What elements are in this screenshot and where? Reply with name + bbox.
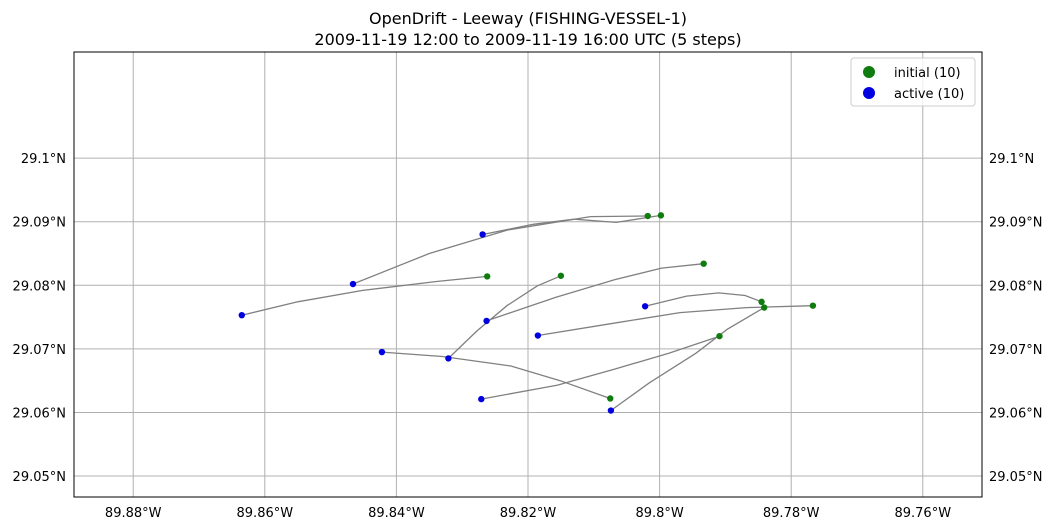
- legend-initial-marker: [863, 66, 875, 78]
- trajectory-line: [644, 292, 762, 307]
- trajectory-line: [486, 263, 704, 322]
- y-tick-label-right: 29.07°N: [989, 343, 1042, 358]
- initial-point: [657, 212, 665, 219]
- y-tick-label-left: 29.07°N: [13, 343, 66, 358]
- x-tick-label: 89.82°W: [500, 506, 557, 521]
- initial-point: [758, 298, 765, 306]
- legend-active-marker: [863, 87, 875, 99]
- initial-point: [557, 272, 565, 279]
- initial-point: [484, 273, 491, 280]
- y-tick-label-left: 29.09°N: [13, 216, 66, 231]
- trajectory-line: [352, 215, 648, 285]
- initial-point: [809, 302, 817, 309]
- legend-initial-label: initial (10): [894, 66, 961, 81]
- x-tick-label: 89.86°W: [237, 506, 294, 521]
- active-point: [445, 355, 452, 362]
- y-tick-label-right: 29.09°N: [989, 216, 1042, 231]
- trajectory-line: [381, 351, 611, 400]
- initial-point: [607, 395, 614, 402]
- active-point: [607, 407, 615, 414]
- y-tick-label-right: 29.08°N: [989, 279, 1042, 294]
- y-tick-label-right: 29.05°N: [989, 470, 1042, 485]
- trajectory-line: [610, 307, 765, 412]
- active-point: [534, 332, 542, 339]
- trajectory-line: [482, 214, 662, 236]
- active-point: [483, 317, 490, 325]
- active-point: [349, 280, 357, 288]
- trajectory-lines: [241, 214, 813, 412]
- y-tick-label-right: 29.06°N: [989, 406, 1042, 421]
- x-tick-label: 89.8°W: [635, 506, 683, 521]
- y-tick-label-left: 29.08°N: [13, 279, 66, 294]
- initial-point: [716, 332, 723, 340]
- y-tick-label-left: 29.06°N: [13, 406, 66, 421]
- x-tick-label: 89.78°W: [763, 506, 820, 521]
- initial-point: [644, 212, 651, 220]
- chart-title: OpenDrift - Leeway (FISHING-VESSEL-1): [369, 9, 687, 28]
- trajectory-line: [537, 305, 813, 337]
- axis-ticks: 89.88°W 89.86°W 89.84°W 89.82°W 89.8°W 89.78°…: [13, 152, 1043, 521]
- active-point: [378, 348, 386, 356]
- legend-frame: [850, 57, 976, 107]
- initial-point: [761, 304, 768, 311]
- x-tick-label: 89.84°W: [368, 506, 425, 521]
- initial-point: [700, 260, 707, 267]
- grid-lines: [74, 52, 982, 497]
- trajectory-line: [241, 275, 488, 316]
- x-tick-label: 89.76°W: [894, 506, 951, 521]
- trajectory-line: [481, 335, 720, 400]
- trajectory-line: [447, 275, 562, 359]
- trajectory-points: [238, 212, 817, 414]
- active-point: [478, 395, 485, 403]
- legend-active-label: active (10): [894, 87, 964, 102]
- chart-subtitle: 2009-11-19 12:00 to 2009-11-19 16:00 UTC…: [314, 30, 741, 49]
- y-tick-label-right: 29.1°N: [989, 152, 1034, 167]
- x-tick-label: 89.88°W: [105, 506, 162, 521]
- active-point: [238, 311, 245, 319]
- y-tick-label-left: 29.05°N: [13, 470, 66, 485]
- active-point: [641, 303, 649, 310]
- y-tick-label-left: 29.1°N: [21, 152, 66, 167]
- legend: initial (10) active (10): [850, 57, 976, 107]
- active-point: [479, 231, 486, 238]
- plot-frame: [73, 51, 983, 498]
